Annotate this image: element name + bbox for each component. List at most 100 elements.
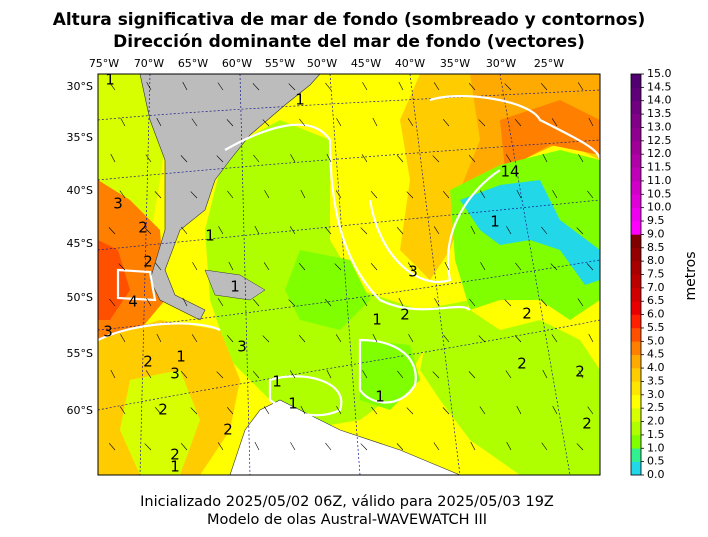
contour-label: 3 bbox=[113, 195, 123, 213]
vector bbox=[372, 117, 378, 127]
meridian bbox=[409, 74, 461, 475]
vector bbox=[552, 405, 558, 415]
vector bbox=[300, 405, 306, 415]
vector bbox=[325, 442, 332, 451]
colorbar-segment bbox=[631, 140, 641, 155]
vector bbox=[290, 442, 296, 451]
vector bbox=[514, 335, 522, 343]
contour bbox=[368, 94, 600, 283]
colorbar-segment bbox=[631, 261, 641, 275]
vectors bbox=[108, 81, 594, 451]
colorbar-segment bbox=[631, 301, 641, 315]
colorbar-segment bbox=[631, 167, 641, 182]
vector bbox=[370, 262, 378, 271]
vector bbox=[118, 263, 126, 271]
vector bbox=[479, 406, 486, 415]
contour-label: 2 bbox=[582, 415, 592, 433]
vector bbox=[334, 263, 342, 271]
vector bbox=[587, 190, 594, 199]
vector bbox=[542, 153, 548, 163]
vector bbox=[154, 191, 162, 199]
colorbar-label: metros bbox=[683, 251, 699, 300]
vector bbox=[505, 370, 512, 379]
vector bbox=[226, 334, 234, 343]
vector bbox=[370, 190, 378, 199]
vector bbox=[396, 226, 404, 235]
vector bbox=[442, 407, 450, 415]
vector bbox=[181, 226, 188, 235]
vector bbox=[514, 118, 522, 127]
colorbar-segment bbox=[631, 154, 641, 168]
colorbar-tick-label: 5.5 bbox=[647, 321, 665, 334]
colorbar-tick-label: 4.5 bbox=[647, 348, 665, 361]
colorbar-segment bbox=[631, 434, 641, 449]
colorbar-tick-label: 2.0 bbox=[647, 415, 665, 428]
meridian bbox=[329, 74, 361, 475]
vector bbox=[324, 298, 332, 307]
sea-field bbox=[360, 340, 420, 410]
colorbar-tick-label: 0.0 bbox=[647, 468, 665, 481]
contour-label: 1 bbox=[272, 373, 282, 391]
vector bbox=[146, 298, 152, 307]
vector bbox=[551, 118, 558, 127]
vector bbox=[578, 154, 584, 163]
vector bbox=[442, 118, 450, 127]
vector bbox=[470, 225, 476, 235]
vector bbox=[434, 298, 440, 307]
vector bbox=[542, 369, 548, 379]
vector bbox=[588, 333, 594, 343]
vector bbox=[227, 190, 234, 199]
vector bbox=[217, 298, 224, 307]
lat-label: 30°S bbox=[67, 80, 93, 93]
lat-label: 35°S bbox=[67, 131, 93, 144]
colorbar-segment bbox=[631, 207, 641, 222]
vector bbox=[119, 190, 126, 199]
vector bbox=[154, 406, 162, 415]
sea-field bbox=[460, 180, 600, 285]
vector bbox=[408, 334, 414, 343]
vector bbox=[190, 407, 198, 415]
vector bbox=[288, 83, 296, 91]
vector bbox=[478, 119, 486, 127]
vector bbox=[288, 299, 296, 307]
colorbar-segment bbox=[631, 234, 641, 249]
lon-label: 45°W bbox=[351, 57, 381, 70]
vector bbox=[397, 370, 404, 379]
contour-label: 2 bbox=[170, 446, 180, 464]
vector bbox=[362, 82, 368, 91]
contour-label: 1 bbox=[176, 348, 186, 366]
vector bbox=[156, 333, 162, 343]
colorbar-tick-label: 3.0 bbox=[647, 388, 665, 401]
contour-label: 3 bbox=[170, 365, 180, 383]
vector bbox=[326, 369, 332, 379]
colorbar-segment bbox=[631, 274, 641, 289]
contour bbox=[358, 338, 417, 404]
contour-label: 1 bbox=[372, 311, 382, 329]
vector bbox=[540, 82, 548, 91]
vector bbox=[217, 442, 224, 451]
vector bbox=[108, 442, 116, 451]
vector bbox=[182, 81, 188, 91]
contour-label: 1 bbox=[375, 388, 385, 406]
contour-label: 1 bbox=[105, 71, 115, 89]
contour-label: 3 bbox=[103, 323, 113, 341]
parallel bbox=[98, 89, 600, 121]
vector bbox=[540, 299, 548, 307]
vector bbox=[479, 190, 486, 199]
vector bbox=[551, 334, 558, 343]
colorbar-segment bbox=[631, 287, 641, 302]
vector bbox=[360, 227, 368, 235]
colorbar-tick-label: 4.0 bbox=[647, 361, 665, 374]
vector bbox=[299, 118, 306, 127]
vector bbox=[504, 299, 512, 307]
vector bbox=[468, 371, 476, 379]
vector bbox=[396, 154, 404, 163]
colorbar-segment bbox=[631, 354, 641, 369]
sea-field bbox=[120, 370, 200, 475]
colorbar-tick-label: 13.0 bbox=[647, 120, 672, 133]
lon-label: 35°W bbox=[440, 57, 470, 70]
colorbar-segment bbox=[631, 114, 641, 128]
lat-label: 50°S bbox=[67, 291, 93, 304]
